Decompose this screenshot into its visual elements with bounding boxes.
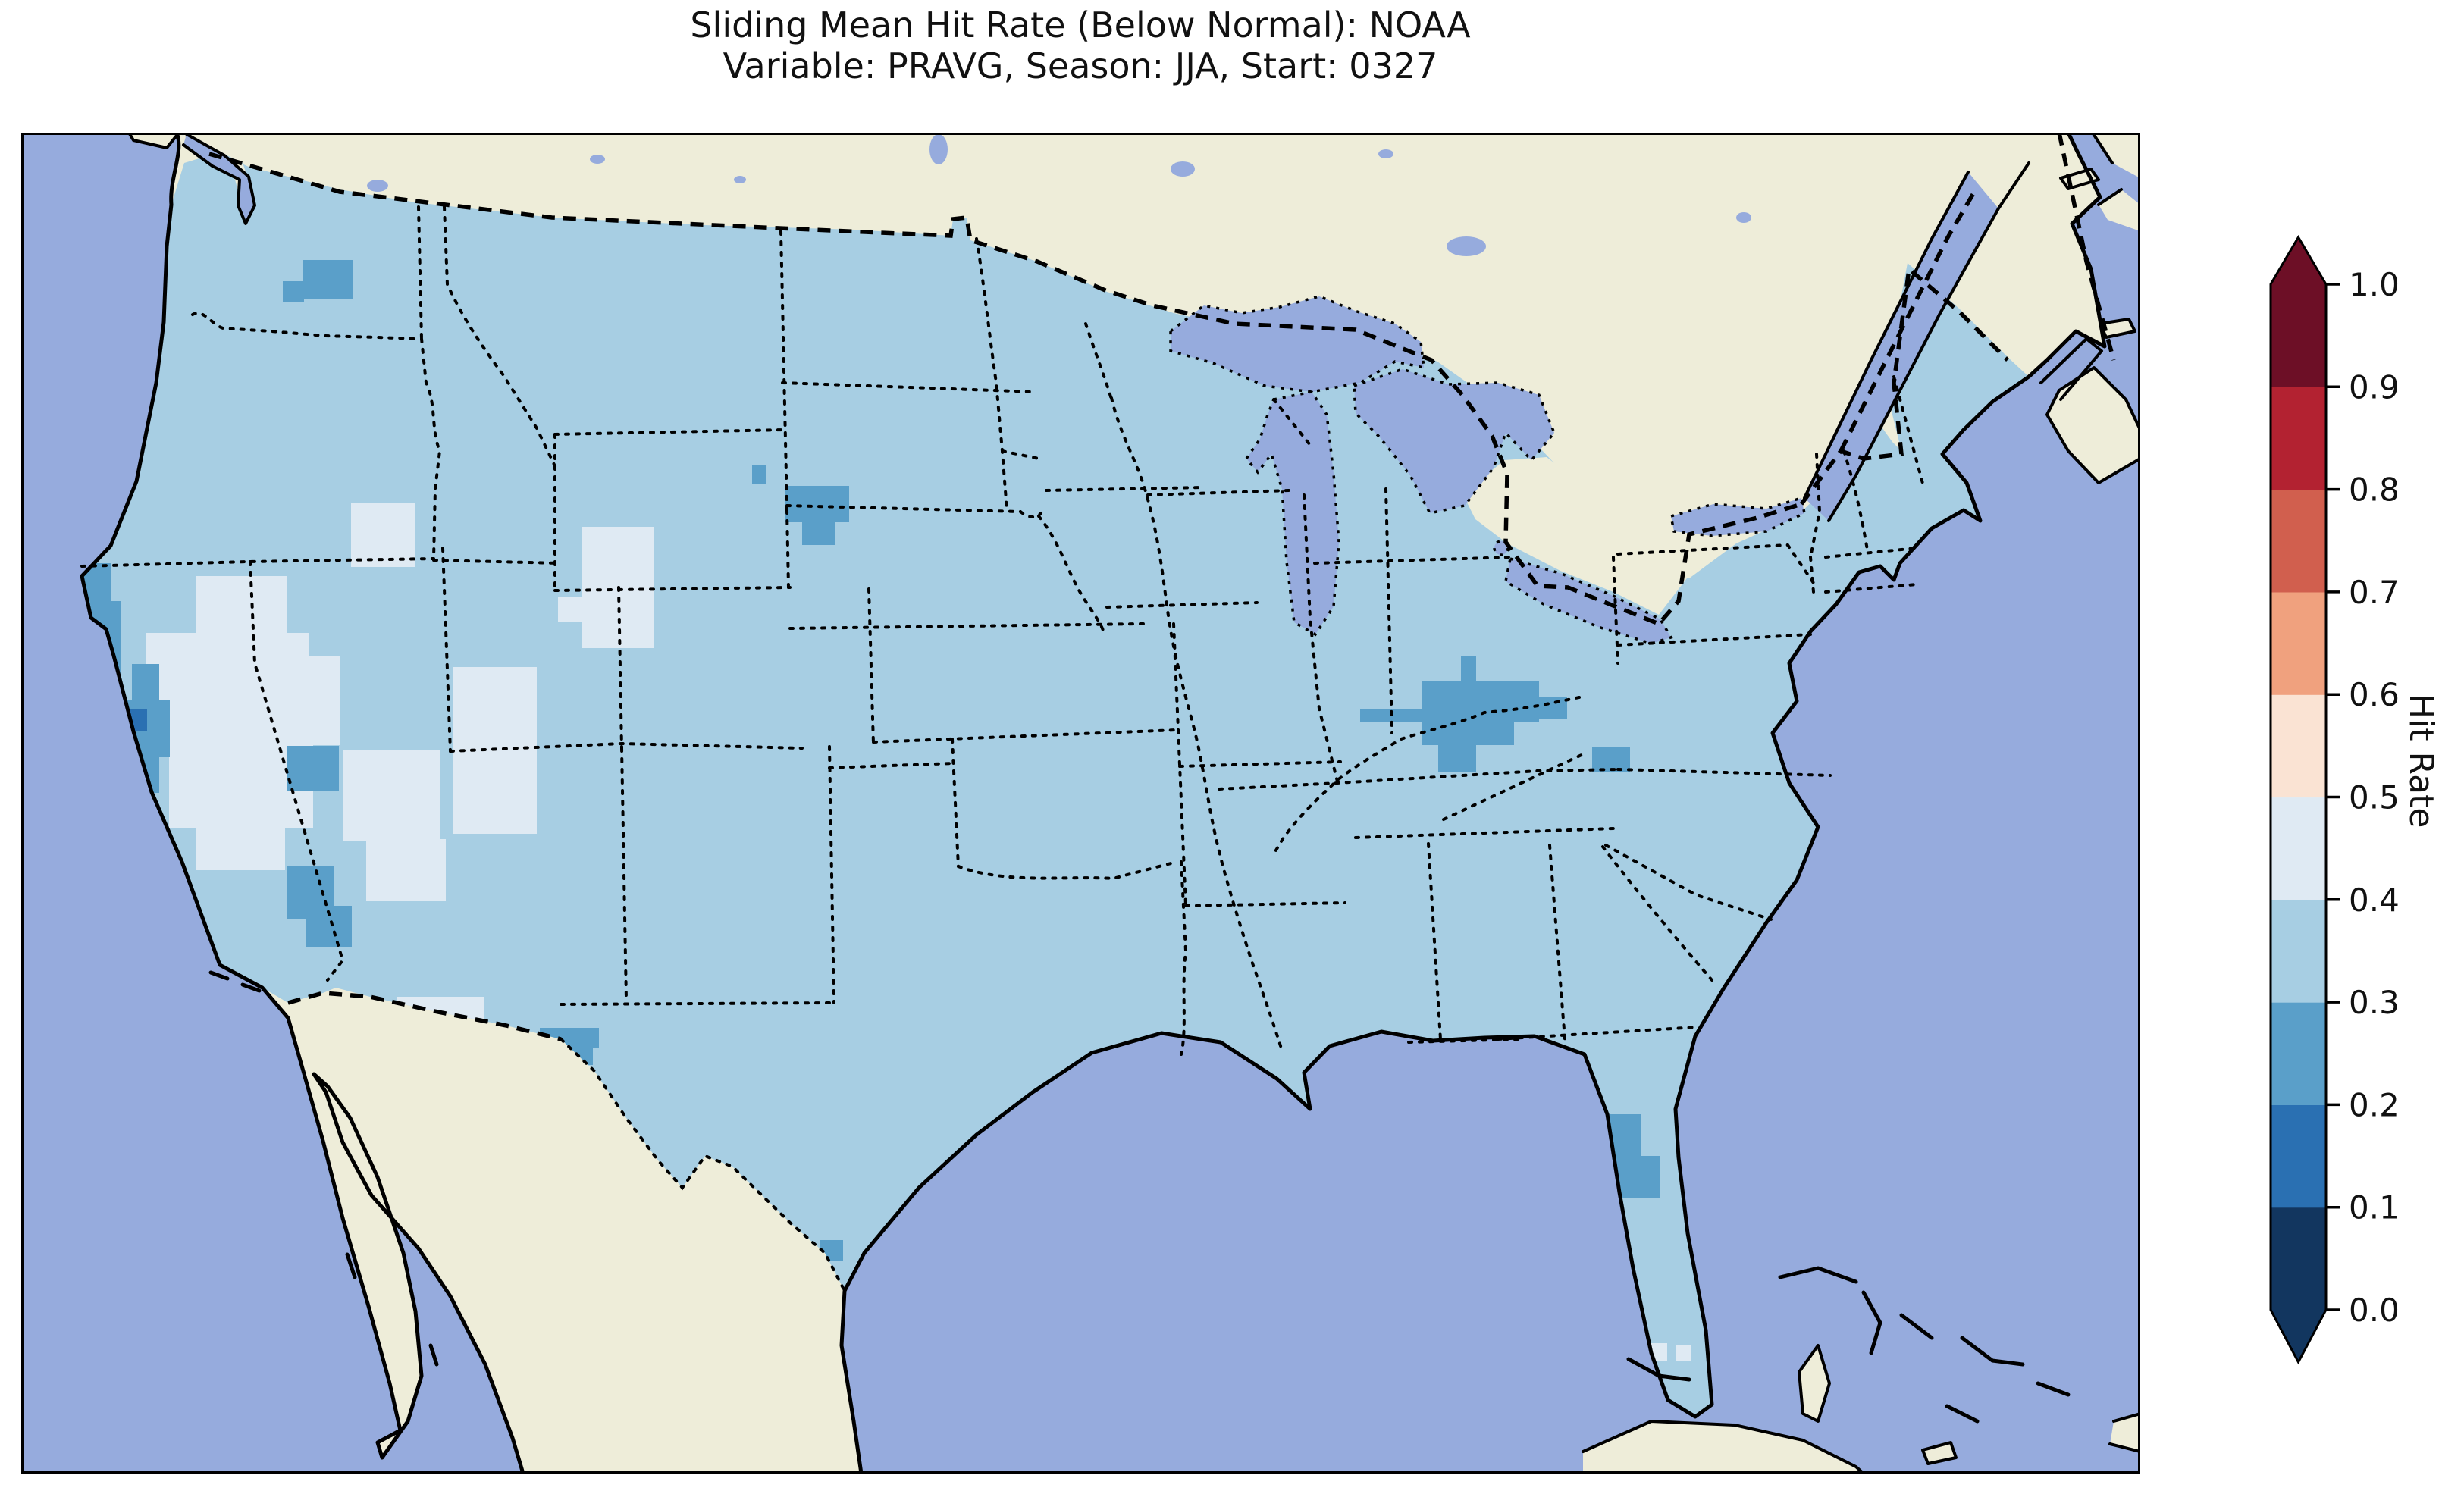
colorbar-tick-label: 0.6 (2349, 676, 2400, 713)
state-borders (80, 205, 1926, 1056)
data-patch-0.4-0.5 (351, 503, 415, 567)
colorbar-tick-label: 0.9 (2349, 368, 2400, 406)
canada-lake (1736, 212, 1751, 223)
st-lawrence-north-shore (1803, 171, 1970, 500)
chart-title-line2: Variable: PRAVG, Season: JJA, Start: 032… (723, 45, 1438, 87)
st-lawrence-border (1839, 192, 1976, 453)
newfoundland-corner (2093, 133, 2140, 178)
coastline-gulf-atlantic (839, 133, 2107, 1474)
national-borders (208, 133, 2116, 1292)
colorbar-segment-0.2-0.3 (2271, 1002, 2326, 1105)
data-patch-0.2-0.3 (283, 281, 304, 302)
rio-grande-border (560, 1038, 846, 1292)
data-patch-0.4-0.5 (283, 656, 340, 745)
colorbar-tick-label: 0.4 (2349, 882, 2400, 919)
cuba (1583, 1421, 1864, 1474)
canada-lake (1447, 236, 1486, 256)
us-canada-border (208, 152, 1802, 627)
us-mexico-border (287, 991, 562, 1041)
chart-title-line1: Sliding Mean Hit Rate (Below Normal): NO… (690, 5, 1471, 45)
data-patch-0.2-0.3 (752, 465, 766, 484)
canada-lake (1378, 149, 1393, 158)
canada-lake (929, 134, 948, 164)
us-data-region (82, 134, 2029, 1417)
data-patch-0.4-0.5 (146, 633, 309, 747)
colorbar-tick-label: 0.3 (2349, 984, 2400, 1021)
data-patch-0.4-0.5 (558, 597, 584, 622)
colorbar-axis-label: Hit Rate (2402, 694, 2440, 828)
data-patch-0.2-0.3 (1514, 697, 1567, 719)
canada-lake (1171, 161, 1195, 177)
data-patch-0.2-0.3 (132, 664, 159, 700)
colorbar-segment-0.8-0.9 (2271, 387, 2326, 490)
colorbar: 1.0 0.9 0.8 0.7 0.6 0.5 0.4 0.3 0.2 0.1 0.0 (2269, 235, 2400, 1365)
colorbar-segment-0.1-0.2 (2271, 1104, 2326, 1208)
colorbar-tick-label: 0.5 (2349, 779, 2400, 816)
lake-erie (1504, 556, 1673, 645)
island-coasts (127, 133, 2140, 1474)
colorbar-segment-0.7-0.8 (2271, 489, 2326, 593)
colorbar-tick-label: 1.0 (2349, 266, 2400, 303)
coastline (80, 133, 525, 1474)
colorbar-segment-0.5-0.6 (2271, 694, 2326, 798)
data-patch-0.2-0.3 (1461, 656, 1476, 681)
data-patch-0.2-0.3 (802, 522, 835, 545)
colorbar-segment-0.3-0.4 (2271, 899, 2326, 1003)
us-hit-rate-map (21, 133, 2140, 1474)
bay-of-fundy (2041, 339, 2102, 399)
hispaniola-edge (2110, 1414, 2140, 1452)
canada-lake (734, 176, 746, 183)
data-patch-0.2-0.3 (1438, 745, 1476, 772)
canada-lake (367, 180, 388, 192)
gulf-st-lawrence-island (2099, 189, 2140, 231)
data-patch-0.2-0.3 (1422, 722, 1514, 745)
colorbar-under-arrow (2271, 1310, 2326, 1362)
canada-lake (590, 155, 605, 164)
data-patch-0.4-0.5 (343, 750, 440, 841)
colorbar-tick-label: 0.1 (2349, 1189, 2400, 1226)
chart-title: Sliding Mean Hit Rate (Below Normal): NO… (0, 5, 2161, 87)
data-patch-0.4-0.5 (196, 826, 285, 870)
data-patch-0.4-0.5 (366, 839, 446, 901)
nova-scotia (2047, 368, 2140, 483)
great-lakes (183, 134, 2102, 645)
puget-sound-coast (182, 133, 256, 225)
colorbar-panel: 1.0 0.9 0.8 0.7 0.6 0.5 0.4 0.3 0.2 0.1 0.0 (2259, 227, 2464, 1410)
colorbar-segment-0.4-0.5 (2271, 797, 2326, 900)
data-patch-0.2-0.3 (287, 746, 339, 791)
lake-superior (1169, 295, 1426, 393)
lake-ontario (1669, 496, 1806, 537)
lake-huron (1353, 368, 1556, 515)
st-lawrence-river (1804, 172, 1998, 521)
colorbar-tick-label: 0.7 (2349, 574, 2400, 611)
map-panel (21, 133, 2140, 1474)
colorbar-segment-0.0-0.1 (2271, 1207, 2326, 1311)
map-frame (21, 133, 2140, 1474)
vancouver-island (129, 133, 179, 148)
lake-michigan (1244, 390, 1340, 637)
data-patch-0.4-0.5 (1676, 1345, 1691, 1361)
data-patch-0.2-0.3 (785, 486, 849, 522)
colorbar-tick-label: 0.0 (2349, 1292, 2400, 1329)
colorbar-over-arrow (2271, 237, 2326, 284)
colorbar-tick-label: 0.8 (2349, 471, 2400, 509)
colorbar-segment-0.6-0.7 (2271, 591, 2326, 695)
southern-ontario-peninsula (1463, 457, 1689, 615)
data-patch-0.2-0.3 (303, 260, 353, 299)
colorbar-tick-label: 0.2 (2349, 1086, 2400, 1123)
colorbar-segment-0.9-1.0 (2271, 284, 2326, 387)
st-lawrence-south-shore (1827, 161, 2030, 522)
us-canada-border-east (1799, 265, 2009, 506)
data-patch-0.2-0.3 (1613, 1156, 1660, 1198)
andros-island (1799, 1345, 1829, 1421)
